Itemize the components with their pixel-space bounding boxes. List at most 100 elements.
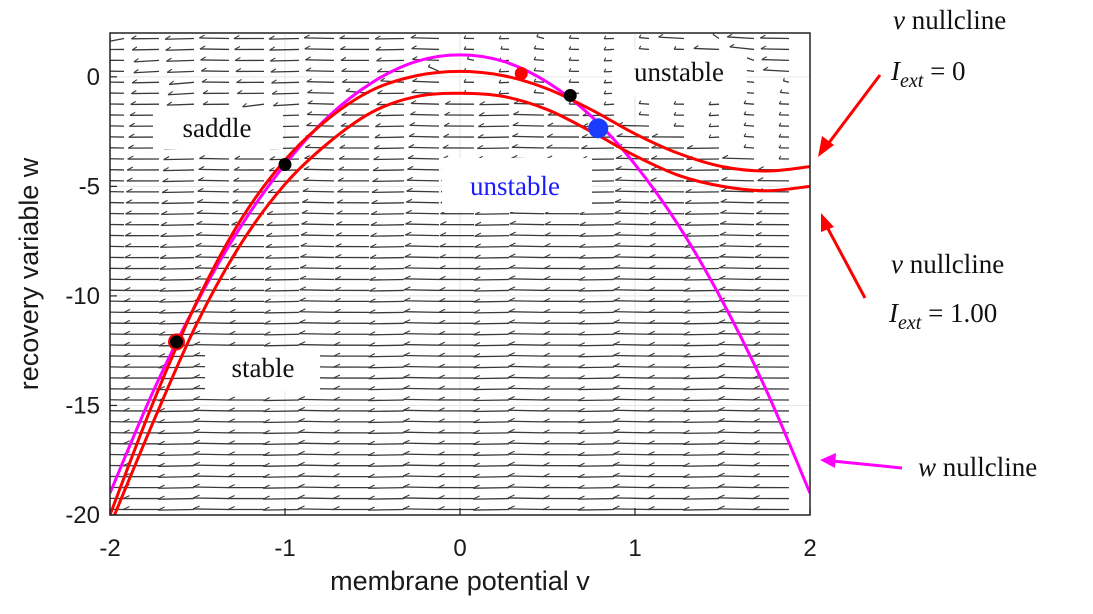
- vector-arrow-head: [508, 297, 516, 302]
- vector-arrow: [368, 421, 405, 424]
- vector-arrow-head: [612, 406, 620, 411]
- vector-arrow-head: [160, 243, 167, 248]
- vector-arrow-head: [427, 63, 431, 67]
- vector-arrow: [298, 398, 335, 401]
- vector-arrow-head: [131, 46, 138, 51]
- vector-arrow-head: [126, 188, 133, 193]
- vector-arrow-head: [303, 176, 310, 181]
- vector-arrow-head: [229, 297, 236, 302]
- vector-arrow-head: [263, 396, 271, 402]
- vector-arrow-head: [439, 264, 446, 269]
- v-nullcline-iext-1-curve: [112, 91, 810, 515]
- vector-arrow: [242, 103, 265, 108]
- vector-arrow-head: [543, 243, 551, 248]
- vector-arrow: [509, 245, 545, 248]
- vector-arrow-head: [472, 407, 480, 412]
- vector-arrow-head: [402, 494, 410, 499]
- vector-arrow-head: [543, 308, 551, 313]
- vector-arrow-head: [263, 331, 271, 336]
- vector-arrow: [263, 399, 300, 402]
- vector-arrow-head: [371, 188, 379, 193]
- vector-arrow: [508, 332, 545, 335]
- y-tick-label: -10: [65, 283, 100, 310]
- vector-arrow-head: [341, 111, 347, 116]
- vector-arrow-head: [125, 199, 133, 204]
- vector-arrow: [508, 376, 545, 379]
- vector-arrow-head: [299, 264, 307, 269]
- vector-arrow-head: [265, 243, 273, 248]
- vector-arrow-head: [122, 506, 130, 511]
- vector-arrow: [163, 158, 195, 161]
- vector-arrow-head: [683, 342, 691, 347]
- vector-arrow-head: [603, 68, 607, 73]
- vector-arrow-head: [546, 133, 554, 138]
- vector-arrow-head: [507, 472, 515, 477]
- vector-arrow-head: [332, 495, 340, 500]
- vector-arrow-head: [673, 45, 677, 50]
- vector-arrow: [263, 432, 300, 435]
- vector-arrow-head: [612, 374, 620, 378]
- vector-arrow-head: [227, 484, 235, 489]
- vector-arrow-head: [332, 484, 340, 489]
- vector-arrow: [578, 432, 615, 435]
- vector-arrow-head: [603, 35, 607, 40]
- vector-arrow-head: [612, 417, 620, 422]
- vector-arrow: [158, 355, 195, 358]
- vector-arrow-head: [683, 298, 691, 303]
- vector-arrow-head: [543, 330, 551, 335]
- vector-arrow-head: [380, 77, 386, 82]
- vector-arrow-head: [404, 275, 411, 280]
- vector-arrow: [368, 497, 405, 500]
- vector-arrow: [512, 124, 545, 127]
- vector-arrow-head: [544, 221, 551, 226]
- vector-arrow: [368, 322, 405, 325]
- vector-arrow: [693, 47, 720, 51]
- vector-arrow: [508, 289, 545, 292]
- vector-arrow: [718, 475, 755, 478]
- vector-arrow: [498, 81, 510, 84]
- vector-arrow: [194, 311, 230, 313]
- vector-arrow: [613, 376, 650, 379]
- vector-arrow-head: [682, 429, 690, 434]
- vector-arrow: [508, 508, 545, 511]
- annotation-arrow-1-shaft: [824, 224, 867, 299]
- vector-arrow: [195, 245, 230, 248]
- vector-arrow: [613, 442, 650, 445]
- vector-arrow: [409, 124, 440, 127]
- vector-arrow: [474, 224, 510, 226]
- vector-arrow: [263, 454, 300, 456]
- vector-arrow-head: [267, 188, 274, 193]
- vector-arrow: [298, 508, 335, 511]
- vector-arrow-head: [339, 45, 346, 50]
- vector-arrow-head: [123, 297, 131, 302]
- vector-arrow: [110, 333, 125, 335]
- vector-arrow-head: [372, 166, 379, 171]
- vector-arrow-head: [542, 451, 550, 456]
- vector-arrow: [508, 267, 545, 270]
- vector-arrow-head: [263, 429, 270, 434]
- vector-arrow: [267, 213, 300, 215]
- vector-arrow: [473, 322, 510, 325]
- vector-arrow-head: [304, 45, 311, 50]
- vector-arrow-head: [405, 198, 413, 203]
- vector-arrow: [193, 343, 230, 346]
- vector-arrow-head: [477, 133, 484, 139]
- vector-arrow-head: [367, 451, 375, 456]
- vector-arrow-head: [268, 35, 275, 40]
- vector-arrow-head: [88, 342, 94, 345]
- vector-arrow-head: [437, 462, 445, 467]
- vector-arrow-head: [757, 177, 764, 182]
- vector-arrow: [299, 300, 335, 303]
- vector-arrow-head: [160, 221, 168, 226]
- vector-arrow: [263, 465, 300, 467]
- vector-arrow: [683, 388, 720, 391]
- vector-arrow: [368, 399, 405, 402]
- vector-arrow-head: [543, 275, 551, 280]
- vector-arrow-head: [647, 418, 655, 423]
- vector-arrow-head: [648, 275, 656, 280]
- vector-arrow: [718, 387, 755, 390]
- vector-arrow: [719, 245, 755, 248]
- vector-arrow-head: [368, 375, 376, 380]
- vector-arrow: [368, 476, 405, 478]
- vector-arrow-head: [616, 132, 623, 137]
